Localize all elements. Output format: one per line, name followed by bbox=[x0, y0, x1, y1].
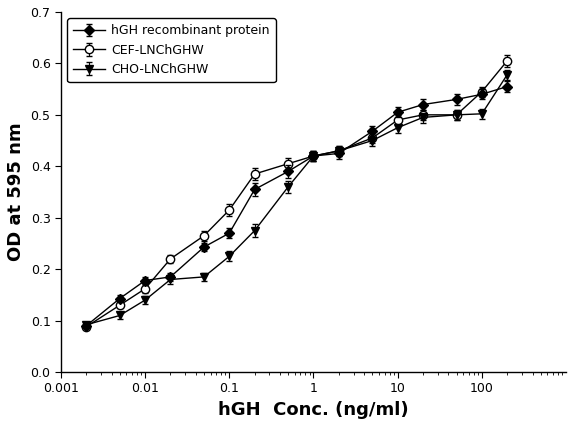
Legend: hGH recombinant protein, CEF-LNChGHW, CHO-LNChGHW: hGH recombinant protein, CEF-LNChGHW, CH… bbox=[67, 18, 276, 82]
Y-axis label: OD at 595 nm: OD at 595 nm bbox=[7, 123, 25, 261]
X-axis label: hGH  Conc. (ng/ml): hGH Conc. (ng/ml) bbox=[218, 401, 409, 419]
